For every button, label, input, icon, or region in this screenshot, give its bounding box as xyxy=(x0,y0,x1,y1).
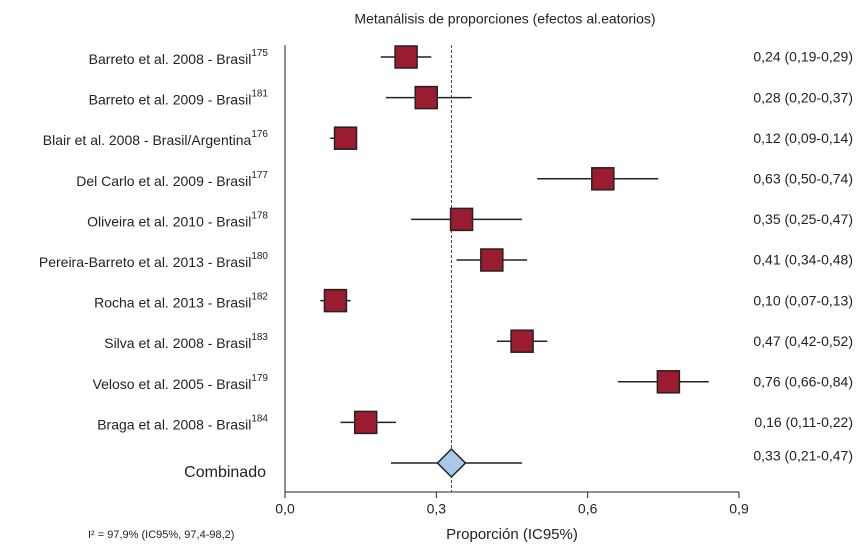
estimate-label: 0,41 (0,34-0,48) xyxy=(753,252,853,268)
study-label: Blair et al. 2008 - Brasil/Argentina176 xyxy=(43,129,269,148)
study-ref: 184 xyxy=(251,413,268,424)
study-name: Pereira-Barreto et al. 2013 - Brasil xyxy=(39,254,251,270)
study-label: Rocha et al. 2013 - Brasil182 xyxy=(94,291,268,310)
study-ref: 182 xyxy=(251,291,268,302)
estimate-square xyxy=(414,85,438,110)
estimate-square xyxy=(449,207,474,232)
study-label: Del Carlo et al. 2009 - Brasil177 xyxy=(76,169,268,188)
study-ref: 181 xyxy=(251,88,268,99)
x-tick-label: 0,0 xyxy=(275,501,295,517)
study-label: Oliveira et al. 2010 - Brasil178 xyxy=(87,210,268,229)
estimate-square xyxy=(323,288,348,313)
study-name: Barreto et al. 2009 - Brasil xyxy=(89,91,252,107)
pooled-estimate-label: 0,33 (0,21-0,47) xyxy=(753,448,853,464)
study-name: Veloso et al. 2005 - Brasil xyxy=(93,376,252,392)
estimate-label: 0,12 (0,09-0,14) xyxy=(753,130,853,146)
estimate-square xyxy=(333,126,358,150)
heterogeneity-note: I² = 97,9% (IC95%, 97,4-98,2) xyxy=(88,529,234,541)
study-label: Pereira-Barreto et al. 2013 - Brasil180 xyxy=(39,251,269,270)
x-tick-label: 0,9 xyxy=(729,501,749,517)
pooled-diamond xyxy=(436,447,467,479)
estimate-label: 0,76 (0,66-0,84) xyxy=(753,374,853,390)
estimate-square xyxy=(353,410,378,435)
study-ref: 176 xyxy=(251,129,268,140)
estimate-label: 0,10 (0,07-0,13) xyxy=(753,292,853,308)
estimate-label: 0,47 (0,42-0,52) xyxy=(753,333,853,349)
estimate-square xyxy=(656,370,681,394)
study-name: Rocha et al. 2013 - Brasil xyxy=(94,294,251,310)
study-name: Braga et al. 2008 - Brasil xyxy=(97,416,251,432)
x-tick-label: 0,6 xyxy=(578,501,598,517)
estimate-square xyxy=(480,248,504,272)
estimate-square xyxy=(591,167,615,191)
estimate-label: 0,63 (0,50-0,74) xyxy=(753,171,853,187)
study-name: Blair et al. 2008 - Brasil/Argentina xyxy=(43,132,252,148)
x-tick-label: 0,3 xyxy=(427,501,447,517)
x-axis-label: Proporción (IC95%) xyxy=(446,526,578,543)
study-ref: 178 xyxy=(251,210,268,221)
estimate-label: 0,35 (0,25-0,47) xyxy=(753,211,853,227)
study-name: Silva et al. 2008 - Brasil xyxy=(104,335,251,351)
study-label: Barreto et al. 2009 - Brasil181 xyxy=(89,88,269,107)
study-name: Oliveira et al. 2010 - Brasil xyxy=(87,213,251,229)
estimate-square xyxy=(394,45,418,69)
study-label: Veloso et al. 2005 - Brasil179 xyxy=(93,372,269,391)
study-ref: 175 xyxy=(251,48,268,59)
estimate-square xyxy=(510,329,534,353)
study-ref: 183 xyxy=(251,332,268,343)
study-label: Braga et al. 2008 - Brasil184 xyxy=(97,413,268,432)
study-ref: 179 xyxy=(251,372,268,383)
study-ref: 177 xyxy=(251,169,268,180)
estimate-label: 0,16 (0,11-0,22) xyxy=(754,414,853,430)
study-name: Del Carlo et al. 2009 - Brasil xyxy=(76,173,251,189)
pooled-label: Combinado xyxy=(184,464,266,481)
study-name: Barreto et al. 2008 - Brasil xyxy=(89,51,252,67)
estimate-label: 0,24 (0,19-0,29) xyxy=(753,49,853,65)
study-label: Silva et al. 2008 - Brasil183 xyxy=(104,332,268,351)
study-ref: 180 xyxy=(251,251,268,262)
chart-title: Metanálisis de proporciones (efectos al.… xyxy=(354,11,655,27)
study-label: Barreto et al. 2008 - Brasil175 xyxy=(89,48,269,67)
estimate-label: 0,28 (0,20-0,37) xyxy=(753,89,853,105)
